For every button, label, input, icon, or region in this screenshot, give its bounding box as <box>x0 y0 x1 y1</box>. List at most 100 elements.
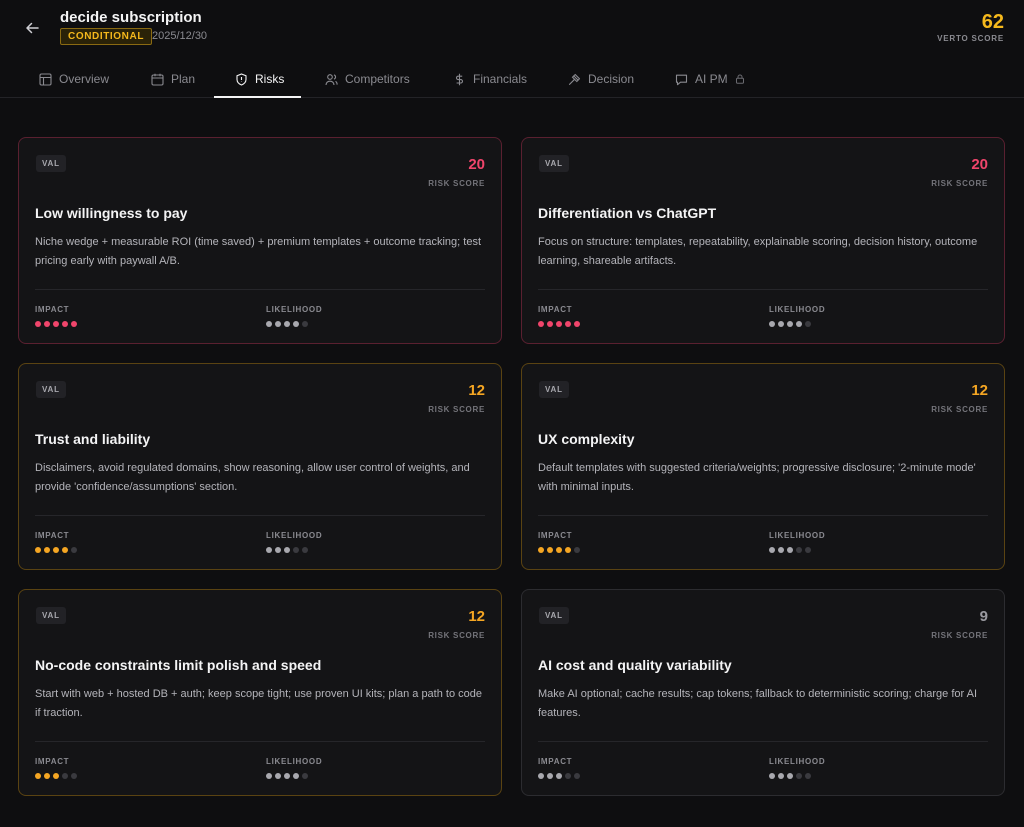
divider <box>35 741 485 742</box>
rating-dot <box>71 321 77 327</box>
rating-dot <box>778 773 784 779</box>
rating-dot <box>275 547 281 553</box>
rating-dot <box>547 547 553 553</box>
rating-dot <box>538 321 544 327</box>
risk-title: Low willingness to pay <box>35 205 188 221</box>
calendar-icon <box>151 73 164 86</box>
rating-dot <box>556 547 562 553</box>
tab-label: Competitors <box>345 72 410 86</box>
rating-dot <box>565 773 571 779</box>
rating-dot <box>275 321 281 327</box>
likelihood-label: LIKELIHOOD <box>266 531 323 540</box>
users-icon <box>325 73 338 85</box>
risk-tag: VAL <box>539 381 569 398</box>
rating-dot <box>805 321 811 327</box>
risk-card[interactable]: VAL 12 RISK SCORE UX complexity Default … <box>521 363 1005 570</box>
rating-dot <box>293 547 299 553</box>
risk-description: Make AI optional; cache results; cap tok… <box>538 688 977 719</box>
rating-dot <box>538 547 544 553</box>
rating-dot <box>565 321 571 327</box>
rating-dot <box>35 547 41 553</box>
rating-dot <box>574 547 580 553</box>
tab-decision[interactable]: Decision <box>566 60 636 98</box>
tab-label: Plan <box>171 72 196 86</box>
risk-title: AI cost and quality variability <box>538 657 732 673</box>
rating-dot <box>796 321 802 327</box>
verto-score-value: 62 <box>981 11 1004 33</box>
likelihood-rating <box>266 321 308 327</box>
rating-dot <box>293 321 299 327</box>
divider <box>538 741 988 742</box>
divider <box>35 289 485 290</box>
verto-score: 62 VERTO SCORE <box>937 11 1004 43</box>
risk-card[interactable]: VAL 12 RISK SCORE Trust and liability Di… <box>18 363 502 570</box>
rating-dot <box>574 773 580 779</box>
rating-dot <box>787 773 793 779</box>
risk-card[interactable]: VAL 9 RISK SCORE AI cost and quality var… <box>521 589 1005 796</box>
rating-dot <box>62 773 68 779</box>
rating-dot <box>547 321 553 327</box>
tab-ai-pm[interactable]: AI PM <box>673 60 747 98</box>
rating-dot <box>284 547 290 553</box>
risk-score-value: 12 <box>468 382 485 399</box>
risk-score-label: RISK SCORE <box>428 179 485 188</box>
rating-dot <box>796 547 802 553</box>
rating-dot <box>266 547 272 553</box>
tab-label: Financials <box>473 72 528 86</box>
tab-bar: Overview Plan Risks Competitors Financia… <box>0 60 1024 98</box>
likelihood-label: LIKELIHOOD <box>769 531 826 540</box>
date-label: 2025/12/30 <box>152 30 208 42</box>
rating-dot <box>778 321 784 327</box>
risk-card[interactable]: VAL 20 RISK SCORE Differentiation vs Cha… <box>521 137 1005 344</box>
rating-dot <box>71 547 77 553</box>
rating-dot <box>62 547 68 553</box>
layout-icon <box>39 72 52 86</box>
likelihood-label: LIKELIHOOD <box>769 305 826 314</box>
active-tab-indicator <box>214 96 301 98</box>
status-badge: CONDITIONAL <box>60 28 153 45</box>
rating-dot <box>769 321 775 327</box>
impact-rating <box>35 321 77 327</box>
rating-dot <box>787 321 793 327</box>
impact-label: IMPACT <box>35 305 70 314</box>
risk-title: Differentiation vs ChatGPT <box>538 205 717 221</box>
risk-score-value: 12 <box>468 608 485 625</box>
tab-financials[interactable]: Financials <box>451 60 529 98</box>
rating-dot <box>556 773 562 779</box>
lock-icon <box>735 74 744 84</box>
risk-score-label: RISK SCORE <box>931 179 988 188</box>
risk-description: Start with web + hosted DB + auth; keep … <box>35 688 482 719</box>
impact-rating <box>35 547 77 553</box>
divider <box>538 289 988 290</box>
impact-rating <box>538 321 580 327</box>
risk-score-value: 20 <box>468 156 485 173</box>
verto-score-label: VERTO SCORE <box>937 34 1004 43</box>
impact-label: IMPACT <box>538 757 573 766</box>
tab-plan[interactable]: Plan <box>149 60 197 98</box>
rating-dot <box>805 547 811 553</box>
tab-overview[interactable]: Overview <box>37 60 111 98</box>
tab-label: Overview <box>59 72 110 86</box>
tab-risks[interactable]: Risks <box>233 60 286 98</box>
back-arrow-icon[interactable] <box>22 18 42 38</box>
tab-competitors[interactable]: Competitors <box>323 60 412 98</box>
likelihood-rating <box>266 773 308 779</box>
risk-tag: VAL <box>36 381 66 398</box>
risk-card[interactable]: VAL 12 RISK SCORE No-code constraints li… <box>18 589 502 796</box>
likelihood-rating <box>266 547 308 553</box>
likelihood-label: LIKELIHOOD <box>266 305 323 314</box>
rating-dot <box>284 773 290 779</box>
risk-score-label: RISK SCORE <box>931 631 988 640</box>
risk-card[interactable]: VAL 20 RISK SCORE Low willingness to pay… <box>18 137 502 344</box>
rating-dot <box>302 773 308 779</box>
rating-dot <box>769 547 775 553</box>
likelihood-rating <box>769 321 811 327</box>
impact-label: IMPACT <box>35 757 70 766</box>
risk-tag: VAL <box>36 607 66 624</box>
tab-label: AI PM <box>695 72 728 86</box>
risk-description: Niche wedge + measurable ROI (time saved… <box>35 236 481 267</box>
header: decide subscription CONDITIONAL 2025/12/… <box>0 0 1024 58</box>
rating-dot <box>266 321 272 327</box>
rating-dot <box>805 773 811 779</box>
divider <box>538 515 988 516</box>
